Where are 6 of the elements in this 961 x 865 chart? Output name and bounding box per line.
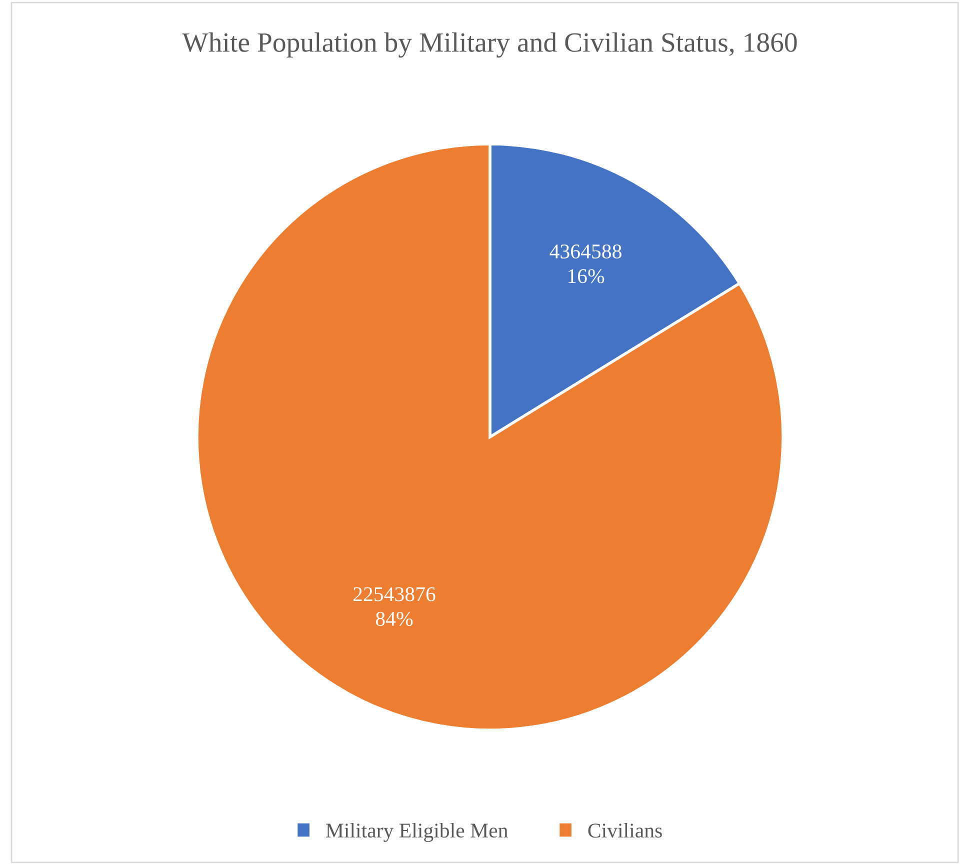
pie-slice	[196, 142, 784, 732]
data-label: 4364588 16%	[550, 244, 622, 284]
data-label: 22543876 84%	[353, 587, 436, 626]
legend-label: Civilians	[588, 822, 662, 838]
legend-label: Military Eligible Men	[326, 822, 508, 842]
chart-title: White Population by Military and Civilian Status, 1860	[182, 32, 797, 58]
